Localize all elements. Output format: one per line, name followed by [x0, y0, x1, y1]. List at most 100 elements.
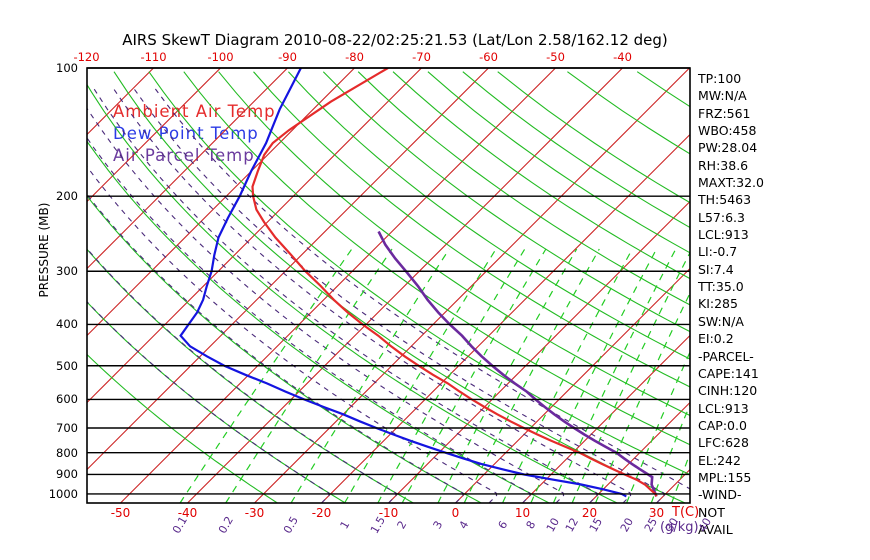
legend-air-parcel-temp: Air Parcel Temp	[113, 146, 255, 165]
pressure-tick: 400	[56, 317, 78, 332]
top-temp-tick: -120	[73, 50, 100, 64]
pressure-tick: 100	[56, 61, 78, 75]
mixing-ratio-line	[290, 248, 450, 503]
dry-adiabat-line	[287, 71, 690, 360]
pressure-tick: 300	[56, 264, 78, 279]
dew-point-temp-curve	[179, 68, 627, 498]
index-readout: CAP:0.0	[698, 417, 747, 433]
isotherm-line	[589, 401, 690, 503]
dry-adiabat-line	[357, 71, 690, 306]
mixing-ratio-line	[650, 403, 690, 503]
moist-adiabat-line	[87, 137, 531, 503]
isotherm-line	[87, 68, 355, 337]
pressure-tick: 200	[56, 189, 78, 204]
index-readout: RH:38.6	[698, 157, 749, 173]
top-temp-tick: -80	[345, 50, 364, 64]
index-readout: MPL:155	[698, 469, 752, 485]
isotherm-line	[87, 68, 422, 404]
isotherm-line	[656, 468, 690, 503]
isotherm-line	[187, 68, 623, 503]
dry-adiabat-line	[87, 140, 550, 503]
plot-frame	[86, 67, 691, 504]
dry-adiabat-line	[322, 71, 690, 333]
indices-sidebar: TP:100 MW:N/A FRZ:561 WBO:458 PW:28.04 RH:38.…	[698, 70, 778, 538]
isotherm-line	[87, 68, 154, 136]
dry-adiabat-line	[253, 71, 690, 388]
dry-adiabat-line	[87, 83, 618, 503]
moist-adiabat-line	[154, 88, 690, 503]
mixing-ratio-line	[463, 248, 600, 503]
pressure-tick: 700	[56, 420, 78, 435]
top-temp-tick: -110	[140, 50, 167, 64]
mixing-ratio-line	[344, 248, 497, 503]
dry-adiabat-line	[87, 353, 278, 503]
mixing-ratio-line	[626, 350, 690, 503]
mixing-ratio-line	[571, 251, 690, 503]
index-readout: -PARCEL-	[698, 348, 754, 364]
moist-adiabat-line	[87, 300, 330, 503]
index-readout: CINH:120	[698, 383, 758, 399]
index-readout: NOT	[698, 504, 725, 520]
air-parcel-temp-curve	[377, 230, 658, 497]
index-readout: SW:N/A	[698, 313, 744, 329]
isotherm-line	[87, 68, 489, 471]
index-readout: TP:100	[698, 71, 742, 86]
index-readout: KI:285	[698, 296, 738, 312]
dry-adiabat-line	[218, 71, 690, 417]
mixing-ratio-line	[671, 451, 690, 503]
top-temp-tick: -100	[207, 50, 234, 64]
ambient-air-temp-curve	[251, 68, 658, 497]
moist-adiabat-line	[87, 107, 565, 503]
bottom-temp-tick: -20	[311, 506, 332, 520]
pressure-tick: 800	[56, 445, 78, 460]
dry-adiabat-line	[567, 71, 690, 155]
top-temp-tick: -90	[278, 50, 297, 64]
mixing-ratio-line	[595, 291, 690, 503]
dry-adiabat-line	[183, 71, 690, 446]
bottom-temp-tick: -30	[244, 506, 265, 520]
bottom-temp-tick: 0	[451, 506, 460, 520]
mixing-ratio-line	[437, 248, 578, 503]
isotherm-line	[120, 68, 556, 503]
index-readout: TH:5463	[698, 192, 752, 208]
index-readout: EI:0.2	[698, 331, 734, 347]
index-readout: SI:7.4	[698, 261, 734, 277]
moist-adiabat-line	[87, 165, 498, 503]
moist-adiabat-line	[113, 88, 632, 503]
pressure-tick: 1000	[48, 486, 78, 501]
mixing-ratio-line	[225, 248, 393, 503]
bottom-temp-tick: 20	[581, 506, 598, 520]
index-readout: LCL:913	[698, 400, 749, 416]
index-readout: TT:35.0	[698, 279, 744, 295]
isotherm-line	[455, 267, 690, 503]
mixing-ratio-line	[377, 248, 526, 503]
bottom-temp-tick: -10	[378, 506, 399, 520]
index-readout: LFC:628	[698, 435, 749, 451]
isotherm-line	[724, 68, 870, 503]
index-readout: FRZ:561	[698, 105, 751, 121]
mixing-ratio-line	[401, 248, 547, 503]
index-readout: MW:N/A	[698, 88, 747, 104]
bottom-temp-tick: 30	[648, 506, 665, 520]
isotherm-line	[321, 133, 690, 503]
mixing-ratio-line	[552, 248, 677, 503]
pressure-tick: 500	[56, 358, 78, 373]
mixing-ratio-axis-label: (g/kg)	[660, 520, 699, 535]
dry-adiabat-line	[427, 71, 690, 254]
index-readout: LCL:913	[698, 227, 749, 243]
top-temp-tick: -60	[479, 50, 498, 64]
index-readout: LI:-0.7	[698, 244, 738, 260]
index-readout: WBO:458	[698, 123, 757, 139]
index-readout: CAPE:141	[698, 365, 759, 381]
pressure-tick: 900	[56, 467, 78, 482]
dry-adiabat-line	[87, 195, 482, 503]
dry-adiabat-line	[392, 71, 690, 280]
index-readout: AVAIL	[698, 521, 733, 537]
bottom-temp-tick: 10	[514, 506, 531, 520]
page-title: AIRS SkewT Diagram 2010-08-22/02:25:21.5…	[122, 31, 668, 49]
bottom-temp-tick: -40	[177, 506, 198, 520]
moist-adiabat-line	[87, 247, 397, 503]
index-readout: PW:28.04	[698, 140, 758, 156]
top-temp-tick: -70	[412, 50, 431, 64]
